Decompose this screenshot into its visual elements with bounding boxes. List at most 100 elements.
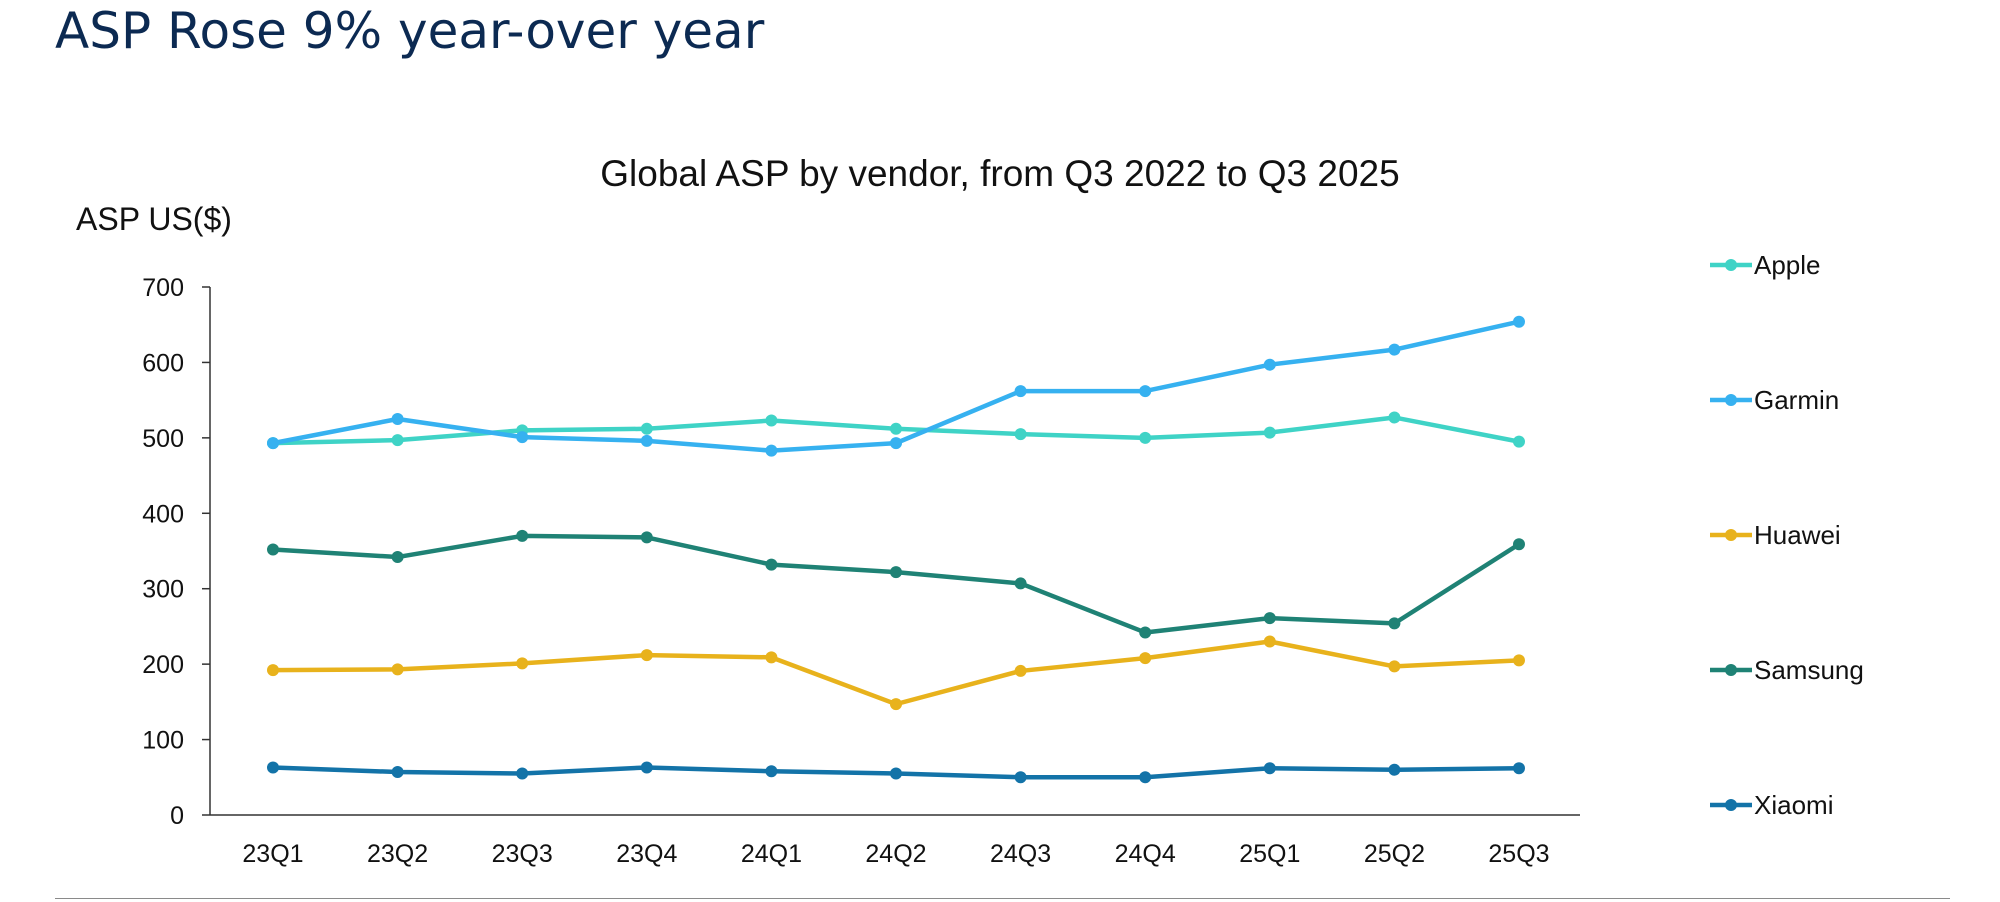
- legend-item-samsung: Samsung: [1710, 655, 1864, 685]
- data-point-xiaomi: [267, 761, 279, 774]
- x-tick-label: 24Q2: [865, 840, 926, 868]
- legend-swatch-marker: [1725, 529, 1737, 541]
- data-point-huawei: [516, 657, 529, 670]
- data-point-samsung: [391, 551, 404, 564]
- x-tick-label: 23Q3: [492, 840, 553, 868]
- data-point-xiaomi: [1014, 771, 1027, 784]
- data-point-huawei: [640, 649, 653, 662]
- data-point-garmin: [267, 437, 279, 450]
- data-point-xiaomi: [516, 767, 529, 780]
- data-point-garmin: [391, 413, 404, 425]
- data-point-xiaomi: [1388, 763, 1401, 776]
- data-point-huawei: [391, 663, 404, 676]
- legend-label: Huawei: [1754, 520, 1841, 550]
- data-point-apple: [1139, 431, 1152, 444]
- series-samsung: [267, 529, 1525, 639]
- data-point-garmin: [765, 444, 778, 457]
- chart-title: Global ASP by vendor, from Q3 2022 to Q3…: [600, 153, 1399, 194]
- series-huawei: [267, 635, 1525, 711]
- x-tick-label: 23Q4: [616, 840, 677, 868]
- data-point-huawei: [1388, 660, 1401, 673]
- y-tick-label: 600: [142, 349, 184, 377]
- bottom-divider: [55, 898, 1950, 899]
- series-apple: [267, 411, 1525, 450]
- legend-swatch-marker: [1725, 799, 1737, 811]
- y-tick-label: 300: [142, 576, 184, 604]
- data-point-samsung: [516, 529, 529, 542]
- data-point-huawei: [890, 698, 902, 711]
- data-point-huawei: [1513, 654, 1525, 667]
- x-tick-label: 25Q3: [1488, 840, 1549, 868]
- data-point-xiaomi: [1513, 762, 1525, 775]
- y-tick-label: 0: [170, 802, 184, 830]
- y-tick-label: 500: [142, 425, 184, 453]
- legend-label: Samsung: [1754, 655, 1864, 685]
- data-point-apple: [1513, 435, 1525, 448]
- legend-item-huawei: Huawei: [1710, 520, 1841, 550]
- data-point-samsung: [1139, 626, 1152, 639]
- data-point-garmin: [1388, 343, 1401, 356]
- data-point-xiaomi: [890, 767, 902, 780]
- x-tick-label: 24Q1: [741, 840, 802, 868]
- data-point-apple: [640, 422, 653, 435]
- x-axis-ticks: 23Q1 23Q2 23Q3 23Q4 24Q1 24Q2 24Q3 24Q4 25Q1 25Q2…: [242, 840, 1549, 868]
- x-tick-label: 23Q2: [367, 840, 428, 868]
- x-tick-label: 24Q4: [1115, 840, 1176, 868]
- y-axis-label: ASP US($): [76, 201, 232, 237]
- data-point-apple: [1263, 426, 1276, 439]
- data-point-apple: [765, 414, 778, 427]
- y-tick-label: 400: [142, 500, 184, 528]
- series-line-samsung: [270, 533, 1522, 635]
- slide-title: ASP Rose 9% year-over year: [55, 2, 765, 60]
- data-point-samsung: [890, 566, 902, 579]
- data-point-xiaomi: [1139, 771, 1152, 784]
- x-tick-label: 25Q1: [1239, 840, 1300, 868]
- y-tick-label: 700: [142, 274, 184, 302]
- y-tick-label: 200: [142, 651, 184, 679]
- data-point-apple: [1014, 428, 1027, 441]
- data-point-xiaomi: [391, 766, 404, 779]
- data-point-xiaomi: [765, 765, 778, 778]
- data-point-samsung: [1263, 612, 1276, 625]
- legend-swatch-marker: [1725, 394, 1737, 406]
- legend-label: Xiaomi: [1754, 790, 1833, 820]
- data-point-huawei: [267, 664, 279, 677]
- legend-item-apple: Apple: [1710, 250, 1821, 280]
- data-point-apple: [1388, 411, 1401, 424]
- data-point-samsung: [1513, 538, 1525, 551]
- series-line-huawei: [270, 639, 1522, 707]
- data-point-garmin: [1139, 385, 1152, 398]
- data-point-samsung: [765, 558, 778, 571]
- data-point-xiaomi: [640, 761, 653, 774]
- data-point-samsung: [1388, 617, 1401, 630]
- y-axis-ticks: 0 100 200 300 400 500 600 700: [142, 274, 210, 830]
- data-point-huawei: [1014, 664, 1027, 677]
- series-garmin: [267, 315, 1525, 457]
- x-tick-label: 24Q3: [990, 840, 1051, 868]
- data-point-garmin: [1263, 358, 1276, 371]
- data-point-garmin: [1014, 385, 1027, 398]
- legend-item-garmin: Garmin: [1710, 385, 1839, 415]
- legend-label: Garmin: [1754, 385, 1839, 415]
- data-point-garmin: [640, 434, 653, 447]
- data-point-garmin: [516, 431, 529, 444]
- data-point-samsung: [267, 543, 279, 556]
- data-point-samsung: [640, 531, 653, 544]
- data-point-huawei: [1139, 652, 1152, 665]
- data-point-huawei: [1263, 635, 1276, 648]
- x-tick-label: 23Q1: [242, 840, 303, 868]
- x-tick-label: 25Q2: [1364, 840, 1425, 868]
- series-xiaomi: [267, 761, 1525, 784]
- data-point-apple: [391, 434, 404, 447]
- series-layer: [267, 315, 1525, 784]
- data-point-samsung: [1014, 577, 1027, 590]
- legend-label: Apple: [1754, 250, 1821, 280]
- legend-swatch-marker: [1725, 664, 1737, 676]
- data-point-garmin: [1513, 315, 1525, 328]
- data-point-apple: [890, 422, 902, 435]
- legend: Apple Garmin Huawei Samsung Xiaomi: [1710, 250, 1864, 820]
- data-point-xiaomi: [1263, 762, 1276, 775]
- data-point-garmin: [890, 437, 902, 450]
